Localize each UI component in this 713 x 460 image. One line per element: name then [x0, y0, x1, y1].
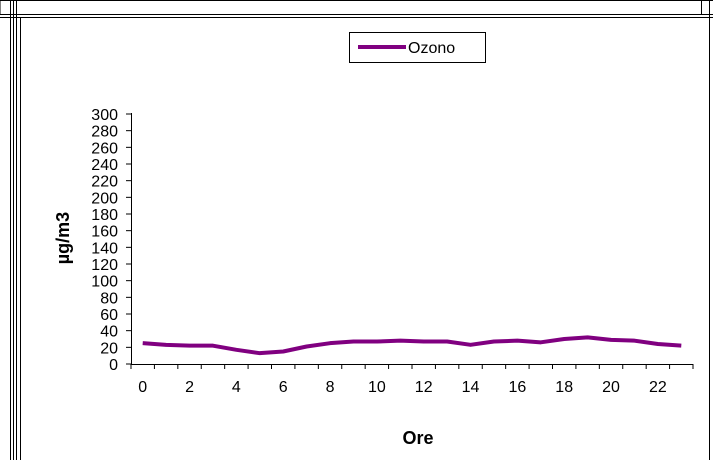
- x-tick-label: 18: [555, 379, 573, 396]
- x-tick-label: 10: [368, 379, 386, 396]
- x-tick-label: 4: [232, 379, 241, 396]
- y-tick-label: 300: [91, 107, 118, 124]
- y-tick-label: 200: [91, 190, 118, 207]
- y-ticks: 0204060801001201401601802002202402602803…: [91, 107, 131, 374]
- x-ticks: 0 2 4 6 8 10 12 14 16 18 20 22: [130, 364, 694, 396]
- x-tick-label: 20: [602, 379, 620, 396]
- legend-label-ozono: Ozono: [408, 40, 455, 57]
- y-tick-label: 220: [91, 174, 118, 191]
- x-tick-label: 2: [185, 379, 194, 396]
- legend: Ozono: [349, 32, 486, 63]
- y-tick-label: 40: [100, 324, 118, 341]
- y-tick-label: 180: [91, 207, 118, 224]
- y-tick-label: 140: [91, 240, 118, 257]
- y-tick-label: 80: [100, 290, 118, 307]
- x-tick-label: 0: [138, 379, 147, 396]
- y-tick-label: 60: [100, 307, 118, 324]
- x-tick-label: 22: [649, 379, 667, 396]
- plot-area: [142, 335, 682, 356]
- series-line-ozono: [142, 335, 682, 356]
- y-tick-label: 120: [91, 257, 118, 274]
- x-axis-title: Ore: [402, 428, 433, 448]
- x-tick-label: 6: [279, 379, 288, 396]
- y-tick-label: 280: [91, 124, 118, 141]
- x-tick-label: 14: [462, 379, 480, 396]
- y-tick-label: 160: [91, 224, 118, 241]
- y-tick-label: 240: [91, 157, 118, 174]
- y-tick-label: 0: [109, 357, 118, 374]
- y-axis-title: µg/m3: [53, 212, 73, 264]
- x-tick-label: 12: [415, 379, 433, 396]
- x-tick-label: 8: [326, 379, 335, 396]
- y-tick-label: 100: [91, 274, 118, 291]
- y-tick-label: 20: [100, 340, 118, 357]
- x-tick-label: 16: [508, 379, 526, 396]
- y-tick-label: 260: [91, 140, 118, 157]
